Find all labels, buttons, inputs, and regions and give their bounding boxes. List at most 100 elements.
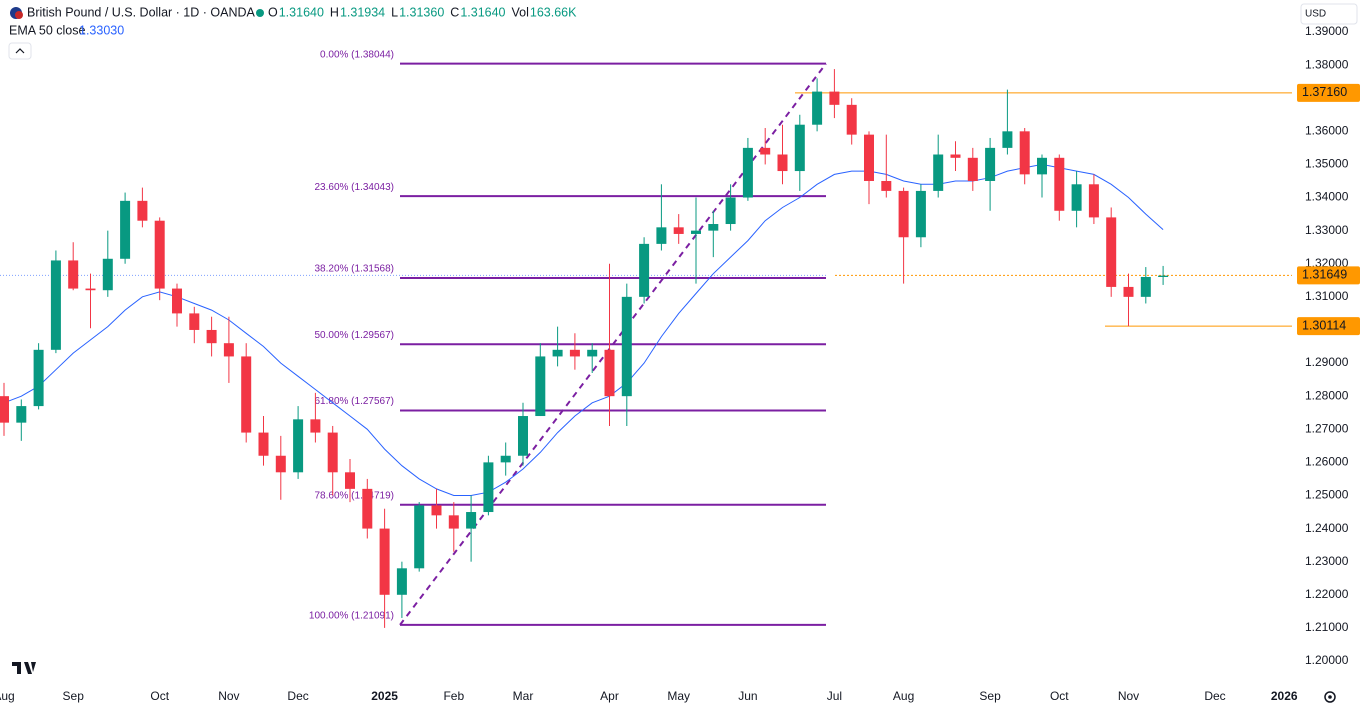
candle-body: [760, 147, 771, 155]
ohlc-value: 1.31640: [279, 5, 324, 19]
collapse-icon: [15, 48, 25, 54]
candle-body: [985, 147, 996, 181]
y-tick-label: 1.38000: [1305, 57, 1349, 71]
x-tick-label: May: [667, 689, 690, 703]
currency-button[interactable]: [1300, 3, 1358, 25]
candle-body: [621, 296, 632, 397]
candle-body: [1088, 184, 1099, 218]
y-tick-label: 1.27000: [1305, 421, 1349, 435]
ohlc-value: 1.31640: [460, 5, 505, 19]
candle-body: [881, 180, 892, 191]
fib-trend-line: [399, 63, 827, 626]
symbol-icon: [15, 11, 23, 19]
x-tick-label: Sep: [979, 689, 1001, 703]
candle-body: [293, 419, 304, 473]
price-label-box: [1297, 83, 1360, 102]
y-tick-label: 1.29000: [1305, 355, 1349, 369]
y-tick-label: 1.22000: [1305, 587, 1349, 601]
candle-body: [137, 200, 148, 221]
x-tick-label: Mar: [513, 689, 534, 703]
collapse-button[interactable]: [8, 42, 32, 60]
candle-body: [85, 288, 96, 291]
candle-body: [708, 224, 719, 231]
candle-body: [50, 260, 61, 350]
fib-label: 23.60% (1.34043): [314, 182, 394, 193]
candle-body: [483, 462, 494, 513]
x-tick-label: Sep: [63, 689, 85, 703]
market-status: [256, 9, 264, 17]
x-tick-label: Oct: [1050, 689, 1069, 703]
candle-body: [587, 349, 598, 357]
candle-body: [829, 91, 840, 105]
candle-body: [68, 260, 79, 289]
candle-body: [967, 157, 978, 181]
plot-area: 1.390001.380001.370001.360001.350001.340…: [0, 24, 1360, 703]
candle-body: [604, 349, 615, 397]
ohlc-key: Vol: [512, 5, 529, 19]
candle-body: [0, 396, 9, 423]
candle-body: [569, 349, 580, 357]
price-label-box: [1297, 266, 1360, 285]
candle-body: [1071, 184, 1082, 211]
currency-label: USD: [1305, 9, 1326, 20]
candle-body: [691, 230, 701, 234]
candle-body: [950, 154, 961, 158]
candle-body: [466, 512, 477, 529]
candle-body: [673, 227, 684, 234]
settings-icon[interactable]: [1324, 691, 1336, 703]
y-tick-label: 1.25000: [1305, 488, 1349, 502]
candle-body: [1158, 275, 1169, 277]
settings[interactable]: [1324, 691, 1336, 703]
y-tick-label: 1.28000: [1305, 388, 1349, 402]
candle-body: [535, 356, 546, 417]
fib-label: 61.80% (1.27567): [314, 396, 394, 407]
y-tick-label: 1.26000: [1305, 455, 1349, 469]
ohlc-value: 1.31360: [399, 5, 444, 19]
candle-body: [500, 455, 511, 463]
candle-body: [362, 488, 373, 529]
y-tick-label: 1.33000: [1305, 223, 1349, 237]
candle-body: [898, 190, 909, 238]
candle-body: [864, 134, 874, 181]
candle-body: [154, 220, 165, 289]
candle-body: [552, 349, 563, 357]
logo: [12, 662, 36, 674]
candle-body: [639, 243, 650, 297]
header: British Pound / U.S. Dollar · 1D · OANDA…: [8, 3, 1358, 60]
fib-label: 38.20% (1.31568): [314, 264, 394, 275]
candle-body: [933, 154, 944, 191]
y-tick-label: 1.31000: [1305, 289, 1349, 303]
x-tick-label: Feb: [443, 689, 464, 703]
ohlc-key: H: [330, 5, 339, 19]
ohlc-value: 163.66K: [530, 5, 577, 19]
candle-body: [1037, 157, 1047, 175]
x-tick-label: Dec: [1204, 689, 1225, 703]
ohlc-key: O: [268, 5, 278, 19]
ohlc-key: L: [391, 5, 398, 19]
y-tick-label: 1.23000: [1305, 554, 1349, 568]
indicator-name: EMA 50 close: [9, 23, 85, 37]
candle-body: [518, 416, 528, 456]
candle-body: [102, 258, 113, 291]
fib-label: 100.00% (1.21091): [309, 611, 394, 622]
settings-icon: [1328, 695, 1332, 699]
y-tick-label: 1.24000: [1305, 521, 1349, 535]
candle-body: [1002, 131, 1013, 148]
symbol-title: British Pound / U.S. Dollar · 1D · OANDA: [27, 5, 256, 19]
y-tick-label: 1.35000: [1305, 157, 1349, 171]
candle-body: [120, 200, 131, 259]
tv-logo: [12, 662, 36, 674]
candle-body: [275, 455, 286, 473]
x-tick-label: Nov: [218, 689, 239, 703]
fib-label: 0.00% (1.38044): [320, 49, 394, 60]
candle-body: [241, 356, 252, 433]
x-tick-label: 2026: [1271, 689, 1298, 703]
ohlc-readout: O 1.31640 H 1.31934 L 1.31360 C 1.31640 Vol 163.6…: [268, 5, 577, 19]
ohlc-value: 1.31934: [340, 5, 385, 19]
candle-body: [206, 329, 217, 344]
candle-body: [310, 419, 321, 433]
candle-body: [1019, 131, 1030, 175]
ohlc-key: C: [450, 5, 459, 19]
